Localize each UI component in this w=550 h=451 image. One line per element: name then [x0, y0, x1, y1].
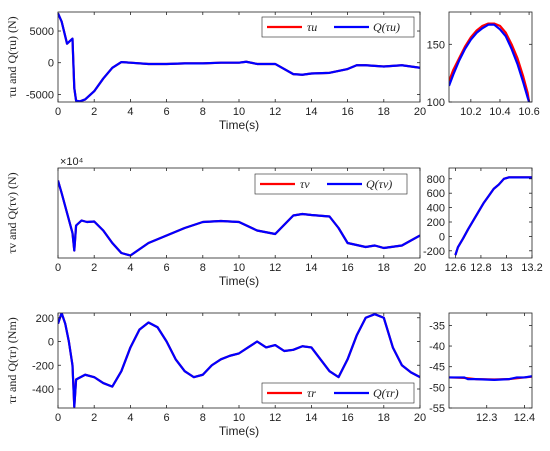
x-tick-label: 10.4 — [489, 106, 510, 118]
series-line-q-tau-r-main — [58, 313, 420, 408]
y-tick-label: 0 — [439, 231, 445, 243]
y-tick-label: 200 — [427, 217, 445, 229]
y-tick-label: -200 — [423, 246, 445, 258]
legend-label-tau: τu — [307, 20, 317, 34]
legend-label-q: Q(τr) — [373, 386, 399, 400]
axes-frame — [448, 11, 533, 103]
x-tick-label: 18 — [378, 106, 390, 118]
x-tick-label: 4 — [127, 262, 133, 274]
x-tick-label: 6 — [164, 412, 170, 424]
x-axis-label: Time(s) — [219, 274, 259, 288]
y-tick-label: -55 — [429, 403, 445, 415]
x-tick-label: 16 — [341, 106, 353, 118]
x-axis-label: Time(s) — [219, 424, 259, 438]
x-tick-label: 18 — [378, 262, 390, 274]
x-axis-label: Time(s) — [219, 118, 259, 132]
panel-tau-v-main: 0 2 4 6 8 10 12 14 16 18 20 ×10⁴ Time(s) τv and Q(τv)… — [5, 156, 426, 288]
x-tick-label: 20 — [414, 262, 426, 274]
x-tick-label: 8 — [200, 106, 206, 118]
y-tick-label: -45 — [429, 362, 445, 374]
y-tick-label: 600 — [427, 188, 445, 200]
y-tick-label: 400 — [427, 203, 445, 215]
y-tick-label: 100 — [427, 97, 445, 109]
series-line-q-tau-v-zoom — [454, 176, 532, 256]
panel-tau-u-zoom: 10.2 10.4 10.6 150 100 — [427, 11, 540, 118]
axes-frame — [448, 312, 533, 409]
y-tick-label: 150 — [427, 39, 445, 51]
panel-tau-v-zoom: 12.6 12.8 13 13.2 800 600 400 200 0 -200 — [423, 167, 543, 274]
y-exponent-label: ×10⁴ — [60, 156, 84, 168]
series-line-q-tau-u-main — [58, 12, 420, 102]
x-tick-label: 12.3 — [476, 412, 497, 424]
y-axis-label: τu and Q(τu) (N) — [5, 16, 19, 97]
x-tick-label: 18 — [378, 412, 390, 424]
x-tick-label: 2 — [91, 106, 97, 118]
x-tick-label: 10 — [233, 262, 245, 274]
x-tick-label: 12.4 — [514, 412, 535, 424]
y-tick-label: -200 — [32, 360, 54, 372]
x-tick-label: 14 — [305, 106, 317, 118]
y-tick-label: 200 — [36, 313, 54, 325]
y-tick-label: 800 — [427, 174, 445, 186]
y-tick-label: -40 — [429, 341, 445, 353]
y-tick-label: 0 — [48, 337, 54, 349]
y-tick-label: 5000 — [30, 26, 54, 38]
panel-tau-r-zoom: 12.3 12.4 -35 -40 -45 -50 -55 — [429, 312, 535, 424]
series-line-q-tau-v-main — [58, 180, 420, 257]
legend-label-q: Q(τu) — [373, 20, 400, 34]
x-tick-label: 6 — [164, 106, 170, 118]
x-tick-label: 13.2 — [521, 262, 542, 274]
y-tick-label: -35 — [429, 320, 445, 332]
y-tick-label: 0 — [48, 58, 54, 70]
x-tick-label: 4 — [127, 106, 133, 118]
x-tick-label: 12 — [269, 412, 281, 424]
y-tick-label: -400 — [32, 384, 54, 396]
y-axis-label: τr and Q(τr) (Nm) — [5, 317, 19, 404]
y-tick-label: -50 — [429, 382, 445, 394]
x-tick-label: 12 — [269, 262, 281, 274]
panel-tau-r-main: 0 2 4 6 8 10 12 14 16 18 20 200 0 -200 -400 Time(s) τr a… — [5, 312, 426, 438]
legend-label-tau: τv — [300, 177, 310, 191]
x-tick-label: 0 — [55, 412, 61, 424]
x-tick-label: 2 — [91, 412, 97, 424]
x-tick-label: 6 — [164, 262, 170, 274]
x-tick-label: 13 — [500, 262, 512, 274]
x-tick-label: 10.6 — [518, 106, 539, 118]
x-tick-label: 0 — [55, 106, 61, 118]
x-tick-label: 10.2 — [460, 106, 481, 118]
series-line-q-tau-u-zoom — [449, 23, 531, 102]
legend: τr Q(τr) — [261, 382, 415, 404]
x-tick-label: 2 — [91, 262, 97, 274]
x-tick-label: 10 — [233, 412, 245, 424]
x-tick-label: 12 — [269, 106, 281, 118]
legend: τu Q(τu) — [261, 16, 415, 38]
x-tick-label: 12.6 — [445, 262, 466, 274]
x-tick-label: 16 — [341, 412, 353, 424]
x-tick-label: 8 — [200, 262, 206, 274]
x-tick-label: 14 — [305, 412, 317, 424]
y-axis-label: τv and Q(τv) (N) — [5, 172, 19, 253]
x-tick-label: 16 — [341, 262, 353, 274]
x-tick-label: 4 — [127, 412, 133, 424]
x-tick-label: 0 — [55, 262, 61, 274]
x-tick-label: 10 — [233, 106, 245, 118]
legend-label-tau: τr — [307, 386, 316, 400]
y-tick-label: -5000 — [26, 89, 54, 101]
x-tick-label: 14 — [305, 262, 317, 274]
series-line-q-tau-r-zoom — [449, 375, 532, 382]
x-tick-label: 8 — [200, 412, 206, 424]
axes-frame — [448, 167, 533, 259]
x-tick-label: 20 — [414, 106, 426, 118]
x-tick-label: 12.8 — [470, 262, 491, 274]
legend-label-q: Q(τv) — [366, 177, 392, 191]
x-tick-label: 20 — [414, 412, 426, 424]
legend: τv Q(τv) — [254, 173, 408, 195]
